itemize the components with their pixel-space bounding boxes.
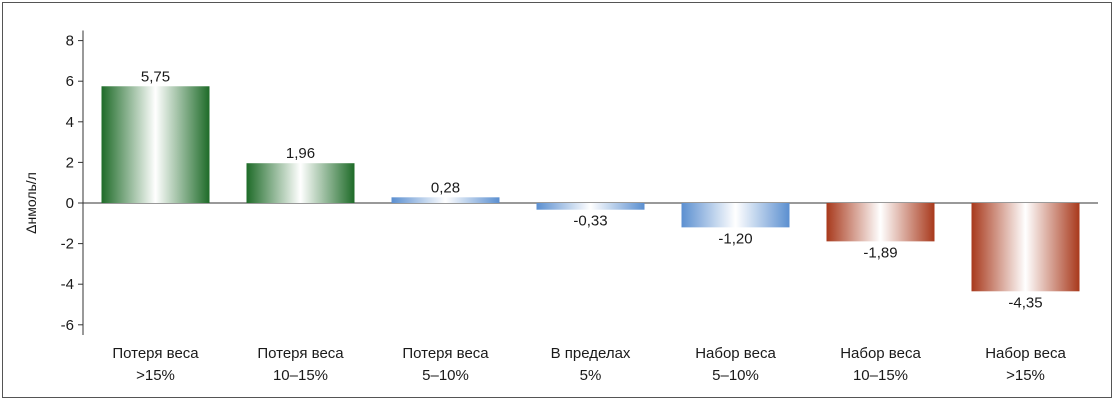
- data-label: -1,20: [718, 230, 752, 247]
- category-label: Набор веса >15%: [985, 345, 1066, 384]
- category-label: Потеря веса 5–10%: [402, 345, 489, 384]
- data-label: 5,75: [141, 68, 170, 85]
- category-label: Потеря веса 10–15%: [257, 345, 344, 384]
- y-tick-label: 4: [66, 114, 74, 131]
- y-tick-label: -2: [61, 236, 74, 253]
- data-label: 1,96: [286, 145, 315, 162]
- y-tick-label: 8: [66, 33, 74, 50]
- y-tick-label: -4: [61, 276, 74, 293]
- y-tick-label: 2: [66, 154, 74, 171]
- bar: [101, 86, 210, 203]
- bar: [971, 203, 1080, 292]
- data-label: 0,28: [431, 179, 460, 196]
- bar: [391, 197, 500, 203]
- data-label: -0,33: [573, 213, 607, 230]
- bar: [826, 203, 935, 242]
- bar: [681, 203, 790, 228]
- category-label: Набор веса 5–10%: [695, 345, 776, 384]
- data-label: -4,35: [1008, 294, 1042, 311]
- y-axis-label: Δнмоль/л: [23, 172, 39, 234]
- data-label: -1,89: [863, 244, 897, 261]
- category-label: В пределах 5%: [551, 345, 631, 384]
- y-tick-label: 6: [66, 73, 74, 90]
- bar: [246, 163, 355, 203]
- bar-chart: 8 6 4 2 0 -2 -4 -6 5,75 Потеря веса >15% 1,96 Потер…: [23, 30, 1098, 384]
- category-label: Набор веса 10–15%: [840, 345, 921, 384]
- y-tick-label: -6: [61, 317, 74, 334]
- bar: [536, 203, 645, 210]
- y-tick-label: 0: [66, 195, 74, 212]
- category-label: Потеря веса >15%: [112, 345, 199, 384]
